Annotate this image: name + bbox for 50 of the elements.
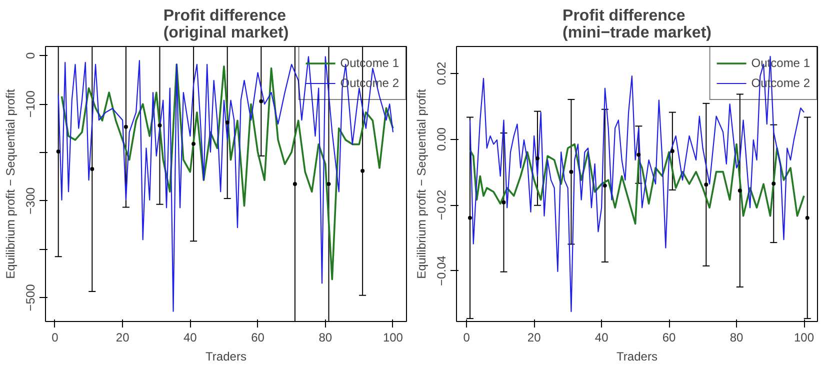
point <box>502 200 506 204</box>
y-tick-label: −100 <box>24 90 38 118</box>
point <box>360 168 365 173</box>
line-series <box>58 56 394 312</box>
x-tick-label: 40 <box>594 330 609 344</box>
point <box>192 142 196 146</box>
x-axis-title: Traders <box>616 350 658 364</box>
point <box>468 216 472 220</box>
y-tick-label: 0.02 <box>434 61 448 86</box>
x-tick-label: 0 <box>463 330 470 344</box>
x-tick-label: 0 <box>52 330 59 344</box>
point <box>225 120 230 125</box>
x-tick-label: 80 <box>730 330 744 344</box>
point <box>704 182 708 187</box>
y-tick-label: −0.04 <box>434 255 448 286</box>
point <box>738 188 742 193</box>
y-axis-title: Equilibrium profit − Sequential profit <box>4 88 18 279</box>
point <box>772 182 776 186</box>
x-tick-label: 80 <box>318 330 332 344</box>
x-tick-label: 100 <box>382 330 404 344</box>
line-series <box>469 56 805 312</box>
x-tick-label: 60 <box>251 330 265 344</box>
point <box>158 123 162 128</box>
chart-title: Profit difference (original market) <box>163 8 289 42</box>
point <box>326 182 331 186</box>
point <box>124 124 128 129</box>
x-tick-label: 20 <box>527 330 542 344</box>
point <box>636 152 641 157</box>
y-tick-label: 0.00 <box>434 127 448 151</box>
y-tick-label: 0 <box>24 52 38 60</box>
point <box>670 149 674 154</box>
x-tick-label: 100 <box>794 330 814 344</box>
x-tick-label: 60 <box>662 330 676 344</box>
x-axis-title: Traders <box>206 350 246 364</box>
point <box>569 170 574 174</box>
point <box>535 156 540 160</box>
point <box>292 182 297 186</box>
x-tick-label: 20 <box>116 330 130 344</box>
x-tick-label: 40 <box>183 330 198 344</box>
y-tick-label: −0.02 <box>434 190 448 220</box>
point <box>259 99 264 104</box>
y-tick-label: −300 <box>24 187 38 214</box>
point <box>56 150 60 154</box>
point <box>805 216 810 220</box>
chart-title: Profit difference (mini−trade market) <box>562 8 712 42</box>
point <box>90 166 94 171</box>
point <box>602 184 607 188</box>
line-series <box>469 143 805 225</box>
y-tick-label: −500 <box>24 284 38 312</box>
y-axis-title: Equilibrium profit − Sequential profit <box>414 88 428 279</box>
